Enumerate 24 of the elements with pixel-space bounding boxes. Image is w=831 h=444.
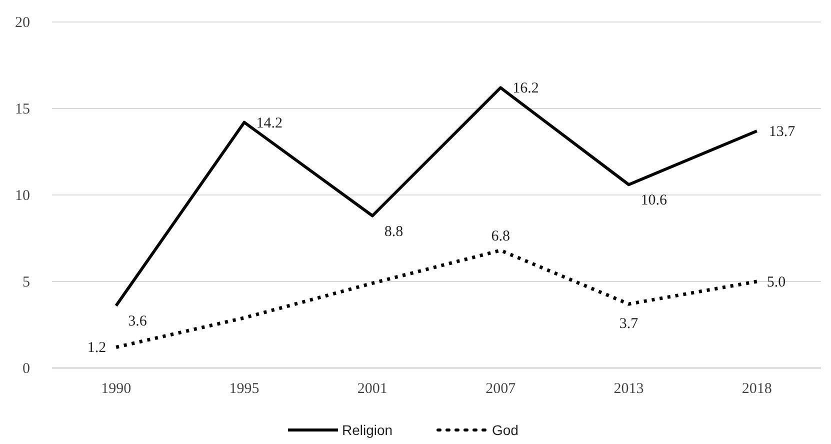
data-label: 3.6 xyxy=(128,314,148,330)
x-tick-label: 2001 xyxy=(357,381,388,397)
y-tick-label: 10 xyxy=(15,188,30,204)
data-label: 3.7 xyxy=(619,316,639,332)
x-tick-label: 2013 xyxy=(614,381,644,397)
data-label: 1.2 xyxy=(87,340,106,356)
x-tick-label: 2007 xyxy=(486,381,516,397)
data-label: 14.2 xyxy=(256,115,282,132)
y-tick-label: 15 xyxy=(15,102,30,118)
data-label: 13.7 xyxy=(768,124,796,140)
data-label: 6.8 xyxy=(491,228,510,244)
y-tick-label: 0 xyxy=(22,361,30,377)
legend-label: Religion xyxy=(342,422,393,438)
y-tick-label: 20 xyxy=(15,15,30,31)
legend-label: God xyxy=(492,422,518,438)
data-label: 8.8 xyxy=(384,224,404,240)
data-label: 16.2 xyxy=(512,80,539,97)
data-label: 10.6 xyxy=(640,192,668,209)
x-tick-label: 1990 xyxy=(101,381,132,397)
line-series xyxy=(114,248,759,349)
x-tick-label: 1995 xyxy=(229,381,260,397)
y-tick-label: 5 xyxy=(22,274,30,290)
data-label: 5.0 xyxy=(766,274,786,290)
x-tick-label: 2018 xyxy=(742,381,772,397)
